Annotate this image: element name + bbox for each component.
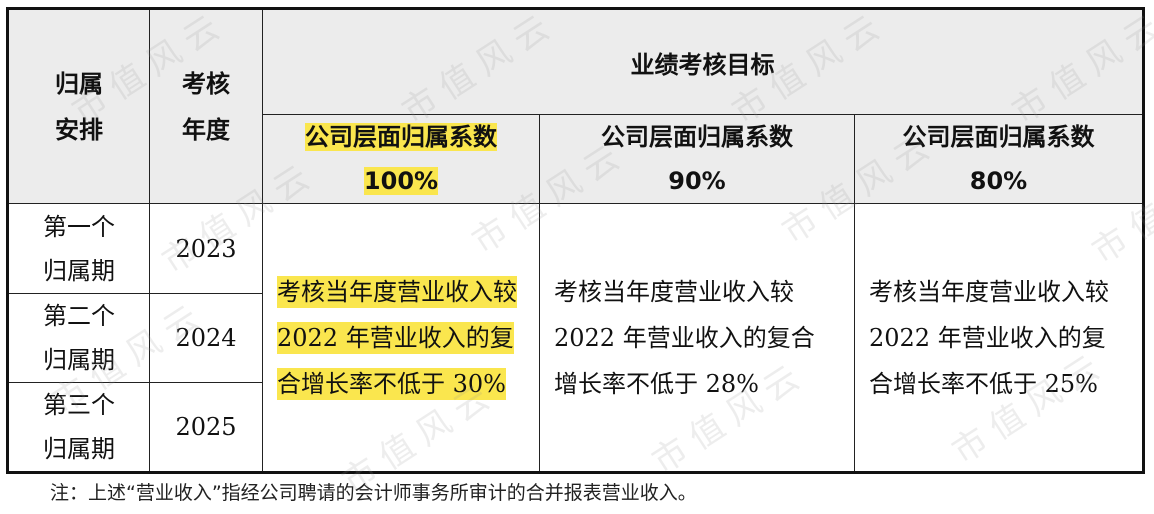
target-coef-90: 考核当年度营业收入较 2022 年营业收入的复合增长率不低于 28% [539,203,855,473]
target-coef-80: 考核当年度营业收入较 2022 年营业收入的复合增长率不低于 25% [853,203,1145,473]
period-3: 第三个归属期 [7,382,150,473]
year-2023: 2023 [149,203,263,294]
header-year: 考核年度 [149,8,263,204]
footnote: 注：上述“营业收入”指经公司聘请的会计师事务所审计的合并报表营业收入。 [50,482,697,504]
target-coef-100: 考核当年度营业收入较 2022 年营业收入的复合增长率不低于 30% [262,203,540,473]
performance-target-table: 归属安排 考核年度 业绩考核目标 公司层面归属系数 100% 公司层面归属系数 … [6,7,1146,474]
header-coef-100: 公司层面归属系数 100% [262,114,540,204]
target-coef-100-text: 考核当年度营业收入较 2022 年营业收入的复合增长率不低于 30% [277,275,517,400]
header-coef-80: 公司层面归属系数 80% [853,114,1145,204]
header-coef-100-label: 公司层面归属系数 100% [305,123,497,195]
year-2025: 2025 [149,382,263,473]
period-1: 第一个归属期 [7,203,150,294]
header-target: 业绩考核目标 [261,8,1145,115]
period-2: 第二个归属期 [7,293,150,383]
header-arrangement: 归属安排 [7,8,150,204]
year-2024: 2024 [149,293,263,383]
header-coef-90: 公司层面归属系数 90% [539,114,855,204]
